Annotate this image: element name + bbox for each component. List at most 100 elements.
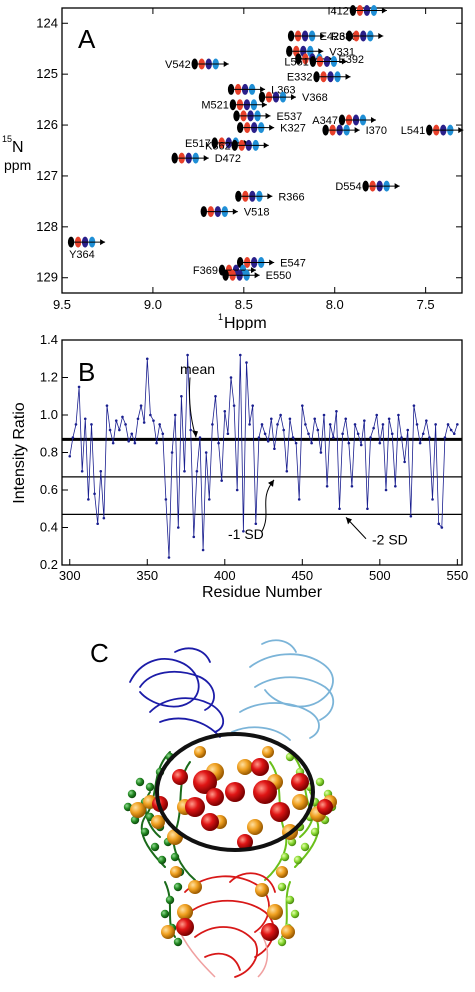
peak-label: L551	[284, 56, 308, 68]
series-point	[127, 439, 130, 443]
peak-label: V542	[165, 59, 191, 71]
peak-k362: K362	[205, 139, 269, 152]
peak-arrowhead	[223, 60, 229, 67]
series-point	[341, 432, 344, 436]
series-point	[211, 423, 214, 426]
peak-label: E537	[277, 111, 303, 123]
peak-arrowhead	[251, 267, 256, 274]
green-bead	[150, 842, 160, 852]
peak-arrowhead	[203, 155, 209, 162]
lime-bead	[280, 852, 290, 862]
panel-b-xlabel: Residue Number	[202, 584, 323, 601]
peak-r366: R366	[235, 190, 305, 203]
series-point	[369, 436, 372, 439]
red-sphere	[206, 788, 224, 806]
series-point	[285, 469, 289, 473]
peak-arrowhead	[254, 272, 260, 279]
a-ytick-label: 128	[36, 219, 58, 234]
peak-arrowhead	[354, 127, 360, 134]
series-point	[353, 423, 357, 426]
panel-a-ylabel-unit: ppm	[4, 157, 31, 173]
b-xtick-label: 450	[291, 568, 313, 583]
panel-b-y-ticks: 0.2 0.4 0.6 0.8 1.0 1.2 1.4	[40, 335, 68, 572]
series-point	[409, 514, 413, 518]
b-xtick-label: 500	[369, 568, 391, 583]
panel-a-x-ticks: 9.5 9.0 8.5 8.0 7.5	[53, 8, 435, 312]
peak-e547: E547	[236, 256, 306, 269]
peak-i370: I370	[322, 124, 387, 137]
red-sphere	[253, 780, 277, 804]
panel-a-hsqc-overlay: A 9.5 9.0 8.5 8.0 7.5 124 125 126 127 128 129 I41…	[2, 5, 464, 330]
series-point	[319, 451, 323, 454]
series-point	[105, 404, 109, 407]
peak-label: E392	[338, 54, 364, 66]
panel-a-xlabel-main: Hppm	[224, 315, 267, 330]
series-point	[384, 488, 388, 492]
peak-label: V518	[244, 207, 270, 219]
series-point	[102, 516, 106, 520]
peak-arrowhead	[269, 124, 275, 131]
series-point	[394, 484, 397, 488]
orange-sphere	[188, 880, 202, 894]
red-sphere	[270, 802, 290, 822]
series-point	[443, 436, 447, 439]
lime-bead	[310, 827, 320, 837]
a-xtick-label: 9.0	[144, 297, 162, 312]
series-point	[68, 454, 72, 458]
series-point	[251, 404, 254, 407]
peak-y364: Y364	[67, 236, 106, 261]
series-point	[96, 522, 99, 526]
green-bead	[140, 827, 150, 837]
series-point	[238, 353, 242, 357]
peak-arrowhead	[378, 32, 384, 39]
series-point	[192, 535, 196, 539]
peak-ellipse	[346, 30, 353, 42]
series-point	[325, 484, 329, 488]
series-point	[161, 432, 165, 436]
series-point	[397, 413, 400, 417]
lime-bead	[285, 895, 295, 905]
peak-label: E426	[320, 31, 346, 43]
green-bead	[135, 777, 145, 787]
series-point	[282, 428, 286, 432]
series-point	[124, 423, 127, 426]
annotation-sd2: -2 SD	[372, 531, 408, 547]
series-point	[257, 436, 261, 439]
series-point	[229, 376, 233, 379]
annotation-mean-arrowhead	[192, 430, 198, 438]
peak-label: K327	[280, 123, 306, 135]
peak-arrowhead	[318, 48, 324, 55]
series-point	[372, 426, 375, 430]
series-point	[158, 423, 161, 426]
panel-a-y-ticks: 124 125 126 127 128 129	[36, 15, 462, 285]
panel-b-ylabel: Intensity Ratio	[11, 402, 28, 503]
series-line	[69, 354, 458, 558]
series-point	[180, 394, 183, 398]
peak-arrowhead	[394, 183, 400, 190]
series-point	[149, 413, 152, 417]
peak-label: K362	[205, 140, 231, 152]
series-point	[201, 548, 205, 552]
peak-e537: E537	[233, 110, 302, 123]
series-point	[248, 423, 251, 426]
series-point	[421, 432, 425, 436]
series-point	[316, 428, 320, 432]
series-point	[403, 460, 406, 464]
series-point	[164, 498, 168, 501]
peak-arrowhead	[291, 94, 296, 101]
series-point	[217, 441, 220, 445]
series-point	[77, 385, 81, 389]
series-point	[173, 413, 177, 417]
series-point	[301, 404, 304, 407]
red-sphere	[225, 782, 245, 802]
domain-dark-blue-ribbon	[129, 647, 224, 738]
red-spheres	[152, 758, 333, 941]
panel-b-annotations: mean -1 SD -2 SD	[180, 361, 408, 548]
peak-arrowhead	[320, 32, 326, 39]
series-point	[406, 428, 410, 432]
green-bead	[173, 882, 183, 892]
peak-v518: V518	[200, 206, 270, 219]
peak-arrowhead	[232, 208, 238, 215]
b-xtick-label: 400	[214, 568, 236, 583]
series-point	[186, 353, 189, 357]
